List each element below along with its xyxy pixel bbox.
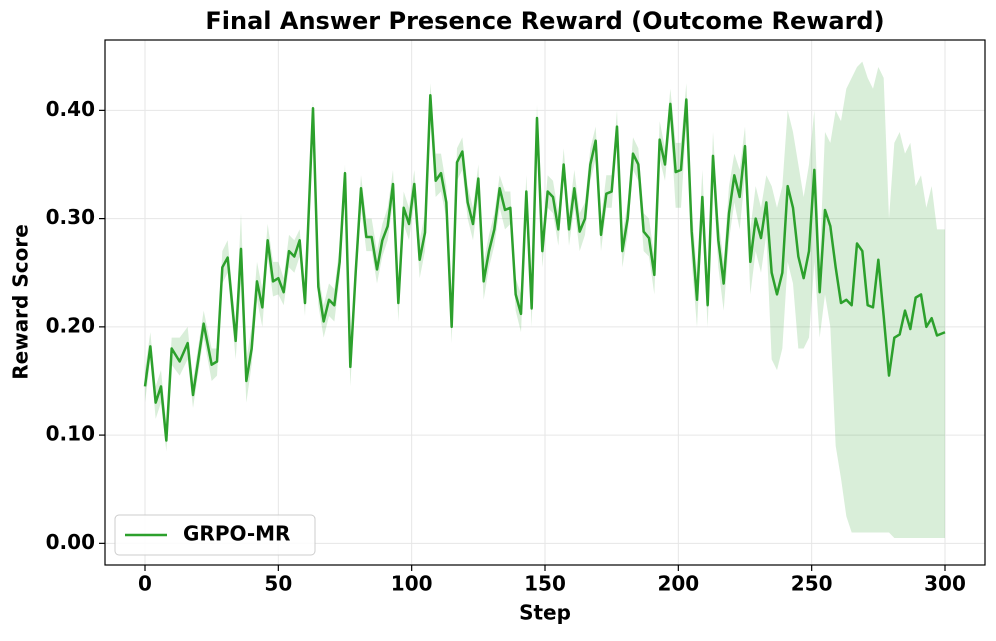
legend-label: GRPO-MR <box>183 522 290 546</box>
x-tick-label: 300 <box>924 572 966 596</box>
y-tick-label: 0.30 <box>46 205 95 229</box>
x-tick-label: 200 <box>657 572 699 596</box>
plot-frame <box>104 39 986 566</box>
line <box>143 93 946 442</box>
x-tick-label: 0 <box>138 572 152 596</box>
legend-box <box>114 514 316 556</box>
y-tick-label: 0.40 <box>46 97 95 121</box>
x-tick-label: 50 <box>264 572 292 596</box>
x-tick-label: 150 <box>524 572 566 596</box>
x-tick-label: 100 <box>391 572 433 596</box>
y-tick-label: 0.20 <box>46 313 95 337</box>
x-axis-label: Step <box>519 601 571 625</box>
y-tick-label: 0.10 <box>46 422 95 446</box>
chart-title: Final Answer Presence Reward (Outcome Re… <box>205 7 884 35</box>
y-tick-label: 0.00 <box>46 530 95 554</box>
x-tick-label: 250 <box>791 572 833 596</box>
y-axis-label: Reward Score <box>9 224 33 380</box>
